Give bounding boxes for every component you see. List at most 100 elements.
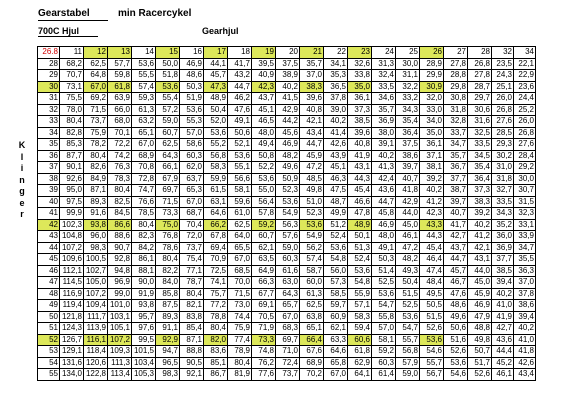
table-cell: 96,9 (107, 276, 132, 289)
table-cell: 68,3 (275, 322, 300, 335)
table-cell: 33,9 (513, 230, 536, 243)
table-cell: 41,7 (443, 218, 468, 231)
table-cell: 67,9 (155, 172, 180, 185)
table-cell: 59,4 (347, 322, 372, 335)
table-cell: 45,0 (395, 218, 420, 231)
column-header: 21 (299, 46, 324, 59)
table-cell: 56,0 (323, 264, 348, 277)
table-cell: 38,5 (347, 115, 372, 128)
row-header: 37 (37, 161, 60, 174)
table-cell: 69,2 (83, 92, 108, 105)
table-cell: 41,8 (395, 184, 420, 197)
table-cell: 60,6 (347, 333, 372, 346)
table-cell: 22,9 (513, 69, 536, 82)
column-header: 34 (513, 46, 536, 59)
table-cell: 33,1 (513, 218, 536, 231)
table-row: 46 112,1 102,7 94,8 88,1 82,2 77,1 72,5 68,5 64,9… (37, 264, 536, 277)
table-row: 34 82,8 75,9 70,1 65,1 60,7 57,0 53,6 50,6 48,0 45… (37, 126, 536, 139)
table-cell: 73,3 (155, 207, 180, 220)
table-cell: 57,0 (371, 322, 396, 335)
table-cell: 46,1 (395, 230, 420, 243)
row-header: 52 (37, 333, 60, 346)
table-cell: 66,1 (155, 161, 180, 174)
table-cell: 42,9 (275, 103, 300, 116)
table-cell: 63,2 (131, 115, 156, 128)
table-cell: 35,3 (323, 69, 348, 82)
table-cell: 55,1 (227, 161, 252, 174)
row-header: 53 (37, 345, 60, 358)
table-cell: 53,6 (131, 57, 156, 70)
table-cell: 59,9 (203, 172, 228, 185)
table-cell: 35,5 (513, 253, 536, 266)
table-row: 53 129,1 118,4 109,3 101,5 94,7 88,8 83,6 78,9 74… (37, 345, 536, 358)
table-cell: 56,4 (251, 195, 276, 208)
table-cell: 49,5 (419, 287, 444, 300)
table-cell: 35,7 (299, 57, 324, 70)
table-cell: 82,1 (179, 299, 204, 312)
table-cell: 26,8 (491, 103, 514, 116)
table-cell: 36,1 (419, 138, 444, 151)
table-cell: 42,1 (299, 115, 324, 128)
table-cell: 37,8 (513, 287, 536, 300)
table-cell: 67,6 (299, 345, 324, 358)
table-cell: 134,0 (59, 368, 84, 381)
table-cell: 90,1 (59, 161, 84, 174)
table-cell: 53,6 (443, 356, 468, 369)
row-header: 32 (37, 103, 60, 116)
table-cell: 25,1 (491, 80, 514, 93)
table-cell: 35,0 (347, 80, 372, 93)
table-cell: 30,6 (467, 103, 492, 116)
table-cell: 38,0 (371, 126, 396, 139)
table-cell: 66,0 (107, 103, 132, 116)
table-cell: 49,1 (227, 115, 252, 128)
table-cell: 69,1 (251, 299, 276, 312)
table-cell: 46,2 (227, 92, 252, 105)
table-cell: 40,2 (275, 80, 300, 93)
table-cell: 75,0 (155, 218, 180, 231)
table-cell: 82,6 (83, 161, 108, 174)
table-cell: 58,1 (227, 184, 252, 197)
table-cell: 54,6 (419, 345, 444, 358)
table-cell: 48,0 (371, 230, 396, 243)
table-row: 38 92,6 84,9 78,3 72,8 67,9 63,7 59,9 56,6 53,6 50… (37, 172, 536, 185)
table-cell: 42,4 (371, 172, 396, 185)
table-cell: 37,7 (443, 172, 468, 185)
table-cell: 45,1 (323, 161, 348, 174)
table-cell: 77,2 (203, 299, 228, 312)
table-cell: 47,8 (347, 207, 372, 220)
table-cell: 42,6 (513, 356, 536, 369)
table-cell: 63,0 (275, 276, 300, 289)
table-cell: 68,9 (131, 149, 156, 162)
table-cell: 46,9 (275, 138, 300, 151)
table-cell: 48,6 (179, 69, 204, 82)
table-cell: 37,3 (467, 184, 492, 197)
gear-label: Gearhjul (202, 26, 239, 36)
table-cell: 62,5 (299, 299, 324, 312)
table-cell: 45,9 (299, 149, 324, 162)
table-cell: 51,7 (467, 356, 492, 369)
table-cell: 53,6 (299, 218, 324, 231)
table-cell: 37,1 (419, 149, 444, 162)
table-cell: 87,7 (59, 149, 84, 162)
table-cell: 30,2 (491, 149, 514, 162)
column-header: 18 (227, 46, 252, 59)
table-cell: 122,8 (83, 368, 108, 381)
table-cell: 46,7 (443, 276, 468, 289)
table-cell: 67,0 (227, 253, 252, 266)
table-cell: 45,9 (467, 287, 492, 300)
table-cell: 30,8 (443, 92, 468, 105)
table-cell: 29,7 (467, 92, 492, 105)
table-cell: 78,5 (131, 207, 156, 220)
table-cell: 39,1 (371, 138, 396, 151)
table-cell: 44,7 (299, 138, 324, 151)
row-header: 55 (37, 368, 60, 381)
table-cell: 59,7 (323, 299, 348, 312)
table-cell: 39,6 (347, 126, 372, 139)
table-cell: 67,0 (83, 80, 108, 93)
table-cell: 37,3 (347, 103, 372, 116)
table-cell: 42,7 (443, 230, 468, 243)
table-cell: 111,3 (107, 356, 132, 369)
table-cell: 57,2 (155, 103, 180, 116)
table-cell: 36,4 (395, 126, 420, 139)
table-cell: 55,2 (203, 138, 228, 151)
